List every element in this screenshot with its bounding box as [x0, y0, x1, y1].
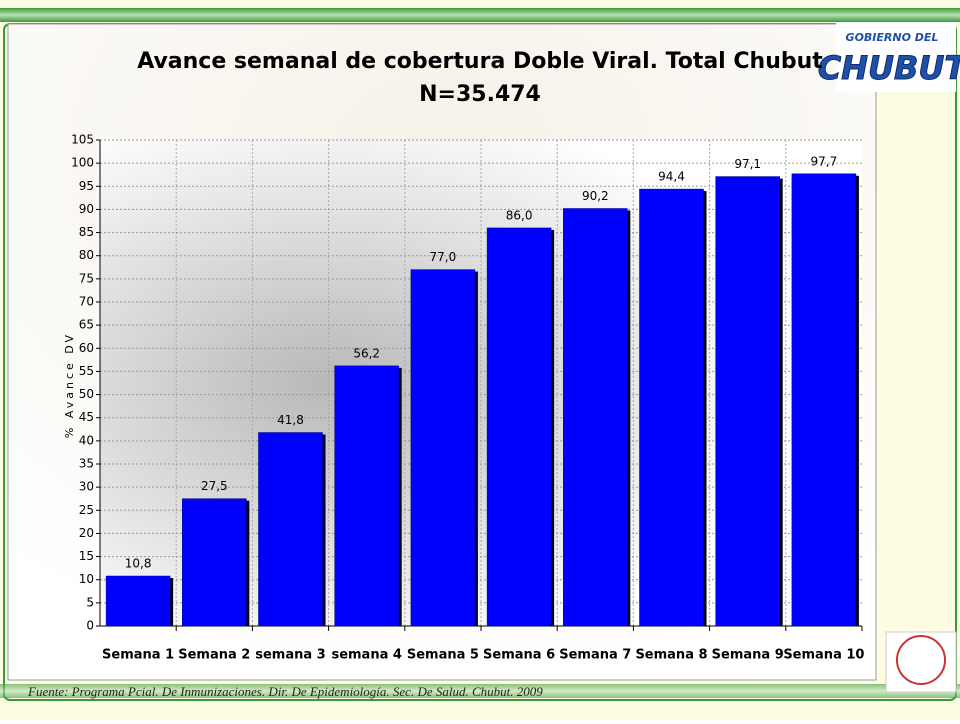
y-tick-label: 80	[79, 248, 94, 262]
value-label: 94,4	[658, 170, 685, 184]
x-tick-label: semana 4	[331, 648, 401, 663]
y-tick-label: 0	[86, 619, 94, 633]
chart-subtitle: N=35.474	[419, 82, 541, 107]
y-tick-label: 85	[79, 225, 94, 239]
value-label: 10,8	[125, 557, 152, 571]
plot: 0 5 10 15 20 25 30 35 40 45 50 55 60 65 70 75 80 85 90 95 10…	[71, 133, 864, 663]
badge-icon	[896, 635, 946, 685]
x-tick-label: Semana 2	[178, 648, 250, 663]
y-tick-label: 95	[79, 179, 94, 193]
y-tick-label: 35	[79, 457, 94, 471]
y-tick-label: 65	[79, 318, 94, 332]
x-tick-label: Semana 1	[102, 648, 174, 663]
value-label: 90,2	[582, 189, 609, 203]
y-tick-label: 70	[79, 295, 94, 309]
y-tick-label: 75	[79, 271, 94, 285]
value-label: 41,8	[277, 413, 304, 427]
y-tick-label: 5	[86, 595, 94, 609]
y-tick-label: 50	[79, 387, 94, 401]
y-tick-label: 20	[79, 526, 94, 540]
y-tick-label: 10	[79, 572, 94, 586]
value-label: 27,5	[201, 479, 228, 493]
value-label: 77,0	[430, 250, 457, 264]
y-tick-label: 30	[79, 480, 94, 494]
bar	[639, 188, 704, 627]
top-bar	[0, 8, 960, 22]
y-tick-label: 105	[71, 133, 94, 147]
y-tick-label: 40	[79, 433, 94, 447]
value-label: 86,0	[506, 208, 533, 222]
bar	[715, 176, 780, 627]
bar	[182, 498, 247, 627]
y-tick-label: 100	[71, 156, 94, 170]
bar	[791, 173, 857, 627]
x-tick-label: Semana 6	[483, 648, 555, 663]
y-axis-title: % Avance DV	[63, 332, 76, 438]
y-tick-label: 45	[79, 410, 94, 424]
x-tick-label: Semana 9	[712, 648, 784, 663]
value-label: 97,1	[734, 157, 761, 171]
x-tick-label: Semana 7	[559, 648, 631, 663]
bar	[334, 365, 399, 627]
y-tick-label: 60	[79, 341, 94, 355]
bar	[563, 208, 628, 627]
logo-top: GOBIERNO DEL	[846, 31, 939, 44]
y-tick-label: 15	[79, 549, 94, 563]
value-label: 56,2	[353, 346, 380, 360]
x-tick-label: Semana 10	[783, 648, 864, 663]
bar	[258, 432, 323, 627]
y-tick-label: 25	[79, 503, 94, 517]
x-tick-label: Semana 5	[407, 648, 479, 663]
bottom-bar	[0, 684, 960, 698]
bar	[486, 227, 552, 627]
logo-box	[836, 22, 956, 92]
source-note: Fuente: Programa Pcial. De Inmunizacione…	[27, 684, 543, 699]
logo-main: CHUBUT	[818, 49, 960, 87]
x-tick-label: Semana 8	[635, 648, 707, 663]
bar	[105, 575, 171, 627]
y-tick-label: 90	[79, 202, 94, 216]
bar	[410, 269, 476, 627]
y-tick-label: 55	[79, 364, 94, 378]
value-label: 97,7	[811, 154, 838, 168]
chart-title: Avance semanal de cobertura Doble Viral.…	[137, 49, 823, 74]
x-tick-label: semana 3	[255, 648, 325, 663]
